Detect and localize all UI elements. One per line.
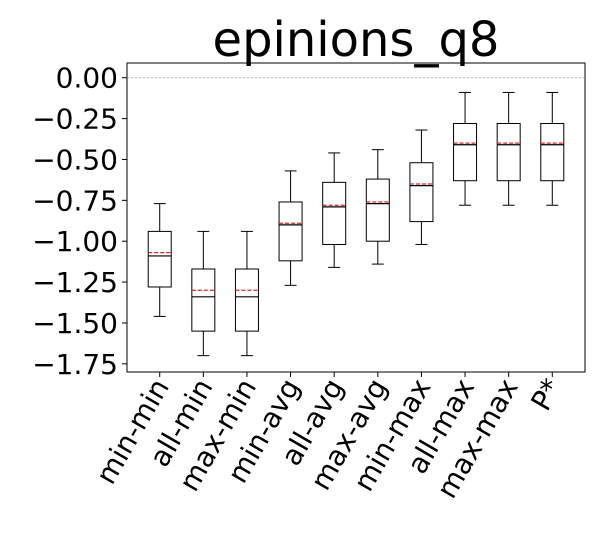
plot-area: 0.00−0.25−0.50−0.75−1.00−1.25−1.50−1.75m…: [32, 62, 586, 504]
y-tick-label: 0.00: [56, 62, 118, 95]
y-tick-label: −1.00: [32, 225, 118, 258]
box-iqr: [147, 230, 172, 288]
box-iqr: [191, 268, 216, 332]
box-iqr: [234, 268, 259, 332]
box-iqr: [496, 122, 521, 182]
chart-title: epinions_q8: [213, 12, 500, 68]
box-iqr: [453, 122, 478, 182]
y-tick-label: −0.50: [32, 143, 118, 176]
box-iqr: [540, 122, 565, 182]
y-tick-label: −1.50: [32, 307, 118, 340]
box-iqr: [322, 181, 347, 245]
x-category-label: P*: [524, 373, 568, 416]
y-tick-label: −0.75: [32, 184, 118, 217]
y-tick-label: −1.25: [32, 266, 118, 299]
box-iqr: [409, 162, 434, 223]
box-iqr: [365, 178, 390, 242]
y-tick-label: −1.75: [32, 348, 118, 381]
plot-frame: [126, 62, 586, 373]
y-tick-label: −0.25: [32, 103, 118, 136]
box-iqr: [278, 201, 303, 262]
